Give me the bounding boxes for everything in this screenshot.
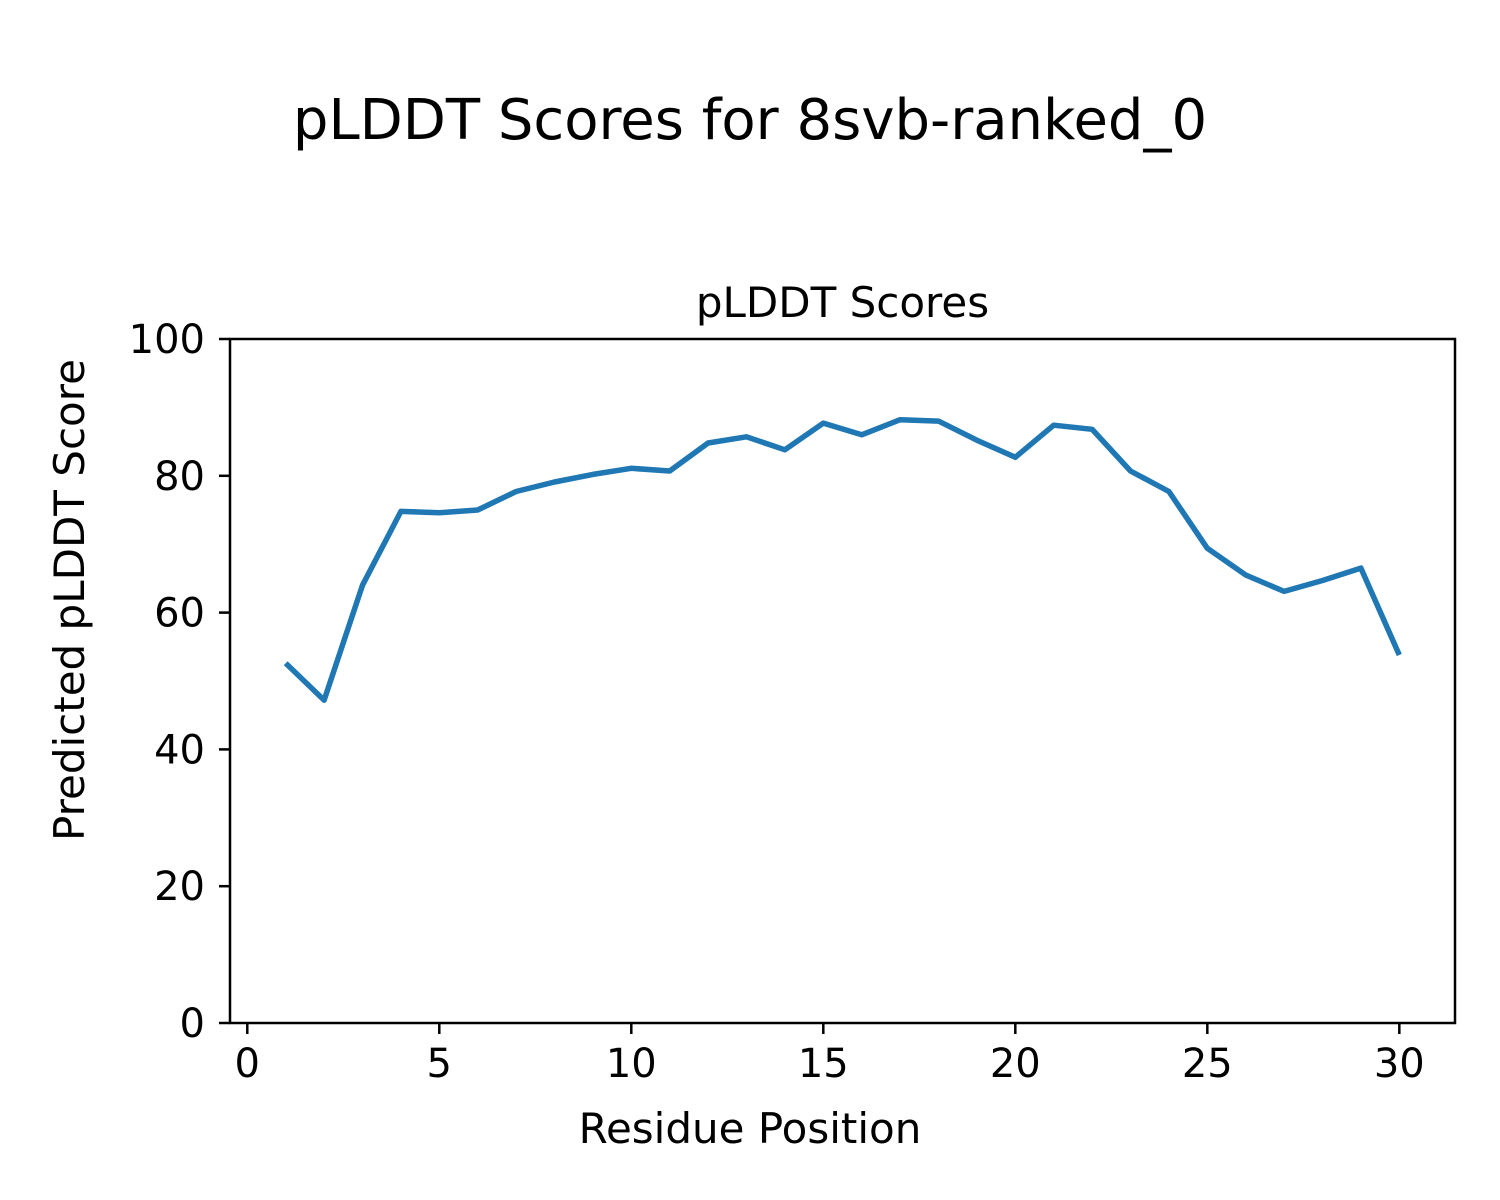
x-tick-label: 15	[798, 1041, 849, 1087]
y-tick-label: 20	[154, 864, 205, 910]
x-tick-label: 30	[1374, 1041, 1425, 1087]
axes-title: pLDDT Scores	[695, 278, 990, 327]
y-tick-label: 80	[154, 454, 205, 500]
x-tick-label: 20	[990, 1041, 1041, 1087]
axes-frame	[228, 337, 1457, 1025]
y-tick-label: 40	[154, 727, 205, 773]
y-tick-label: 100	[129, 317, 205, 363]
y-axis-label: Predicted pLDDT Score	[45, 359, 94, 841]
x-axis-label: Residue Position	[578, 1104, 922, 1153]
x-tick-label: 5	[427, 1041, 452, 1087]
x-tick-label: 25	[1182, 1041, 1233, 1087]
y-axis-ticks: 0 20 40 60 80 100	[129, 317, 230, 1047]
x-tick-label: 0	[235, 1041, 260, 1087]
x-axis-ticks: 0 5 10 15 20 25 30	[235, 1023, 1425, 1087]
x-tick-label: 10	[606, 1041, 657, 1087]
y-tick-label: 0	[180, 1001, 205, 1047]
y-tick-label: 60	[154, 591, 205, 637]
plddt-series-line	[283, 416, 1402, 703]
figure-title: pLDDT Scores for 8svb-ranked_0	[292, 88, 1208, 153]
